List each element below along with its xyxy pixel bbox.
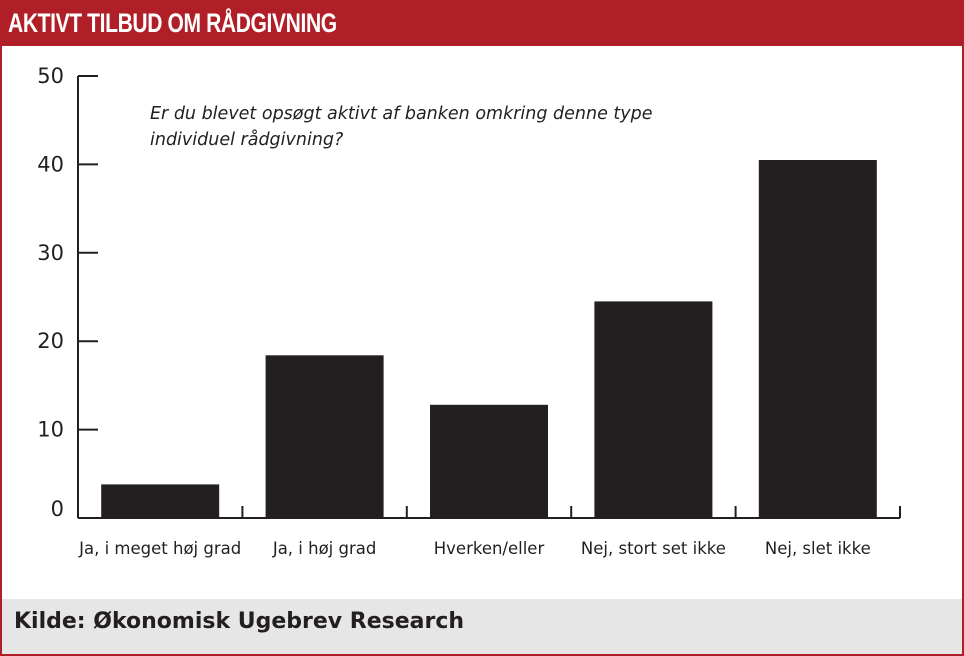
x-category-label-2: Hverken/eller — [434, 539, 545, 558]
y-tick-label-2: 20 — [37, 329, 64, 353]
bar-0 — [101, 484, 220, 518]
header-bar: AKTIVT TILBUD OM RÅDGIVNING — [2, 2, 962, 46]
y-tick-label-4: 40 — [37, 152, 64, 176]
question-line-2: individuel rådgivning? — [150, 129, 343, 150]
bars-layer — [101, 160, 877, 518]
chart-title: AKTIVT TILBUD OM RÅDGIVNING — [8, 8, 337, 38]
y-tick-label-5: 50 — [37, 64, 64, 88]
chart-area: 0 10 20 30 40 50 Ja, i meget høj grad Ja, i høj… — [2, 46, 962, 598]
x-category-label-0: Ja, i meget høj grad — [78, 539, 241, 558]
bar-3 — [594, 301, 713, 518]
x-category-label-4: Nej, slet ikke — [765, 539, 871, 558]
y-tick-label-0: 0 — [51, 497, 64, 521]
y-tick-label-3: 30 — [37, 241, 64, 265]
axes-layer — [77, 75, 901, 519]
source-text: Kilde: Økonomisk Ugebrev Research — [14, 609, 465, 634]
x-category-label-3: Nej, stort set ikke — [581, 539, 726, 558]
question-line-1: Er du blevet opsøgt aktivt af banken omk… — [150, 104, 653, 124]
bar-chart: 0 10 20 30 40 50 Ja, i meget høj grad Ja, i høj… — [37, 64, 901, 558]
bar-1 — [265, 355, 384, 518]
source-footer: Kilde: Økonomisk Ugebrev Research — [2, 599, 962, 654]
x-category-label-1: Ja, i høj grad — [272, 539, 377, 558]
bar-4 — [758, 160, 877, 518]
labels-layer: 0 10 20 30 40 50 Ja, i meget høj grad Ja, i høj… — [37, 64, 870, 558]
bar-2 — [430, 404, 548, 518]
y-tick-label-1: 10 — [37, 418, 64, 442]
